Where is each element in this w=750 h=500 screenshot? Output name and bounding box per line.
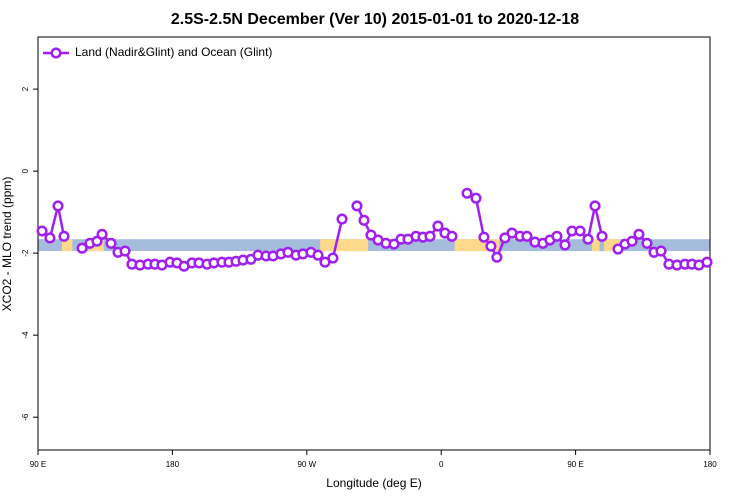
x-tick-label: 180 <box>703 460 717 469</box>
x-tick-label: 0 <box>439 460 444 469</box>
legend-label: Land (Nadir&Glint) and Ocean (Glint) <box>75 45 272 59</box>
data-point <box>446 230 458 242</box>
data-point <box>626 235 638 247</box>
data-point <box>76 242 88 254</box>
band <box>38 239 710 252</box>
data-point <box>358 214 370 226</box>
data-point <box>119 245 131 257</box>
y-tick-label: -4 <box>21 331 30 339</box>
data-point <box>461 187 473 199</box>
data-point <box>351 200 363 212</box>
band-highlight <box>603 239 621 252</box>
band-highlight <box>320 239 369 252</box>
legend-marker <box>50 47 62 59</box>
data-point <box>312 249 324 261</box>
data-point <box>485 240 497 252</box>
data-point <box>470 192 482 204</box>
data-point <box>365 229 377 241</box>
y-tick-label: 0 <box>21 168 30 173</box>
band-highlight <box>592 239 600 252</box>
data-point <box>521 230 533 242</box>
data-point <box>96 228 108 240</box>
data-point <box>44 232 56 244</box>
y-tick-label: -6 <box>21 413 30 421</box>
data-point <box>596 230 608 242</box>
y-axis-label: XCO2 - MLO trend (ppm) <box>0 177 14 312</box>
x-tick-label: 90 W <box>297 460 316 469</box>
data-point <box>499 232 511 244</box>
data-point <box>327 252 339 264</box>
data-point <box>559 239 571 251</box>
data-point <box>701 256 713 268</box>
data-point <box>633 228 645 240</box>
y-tick-label: 2 <box>21 86 30 91</box>
y-tick-label: -2 <box>21 249 30 257</box>
data-point <box>105 237 117 249</box>
data-point <box>91 235 103 247</box>
band-highlight <box>61 239 73 252</box>
data-point <box>589 200 601 212</box>
chart-title: 2.5S-2.5N December (Ver 10) 2015-01-01 t… <box>171 11 579 28</box>
data-point <box>551 230 563 242</box>
data-point <box>432 220 444 232</box>
data-point <box>491 251 503 263</box>
data-point <box>336 213 348 225</box>
data-point <box>58 230 70 242</box>
series-line <box>41 192 708 268</box>
band-highlight <box>454 239 500 252</box>
x-axis-label: Longitude (deg E) <box>326 476 421 490</box>
data-point <box>52 200 64 212</box>
data-point <box>574 225 586 237</box>
data-point <box>582 233 594 245</box>
x-tick-label: 180 <box>166 460 180 469</box>
data-point <box>612 243 624 255</box>
x-tick-label: 90 E <box>30 460 46 469</box>
plot-frame <box>37 36 711 451</box>
x-tick-label: 90 E <box>567 460 583 469</box>
data-point <box>641 237 653 249</box>
data-point <box>478 231 490 243</box>
data-point <box>655 245 667 257</box>
data-point <box>388 238 400 250</box>
data-point <box>36 225 48 237</box>
data-point <box>424 230 436 242</box>
